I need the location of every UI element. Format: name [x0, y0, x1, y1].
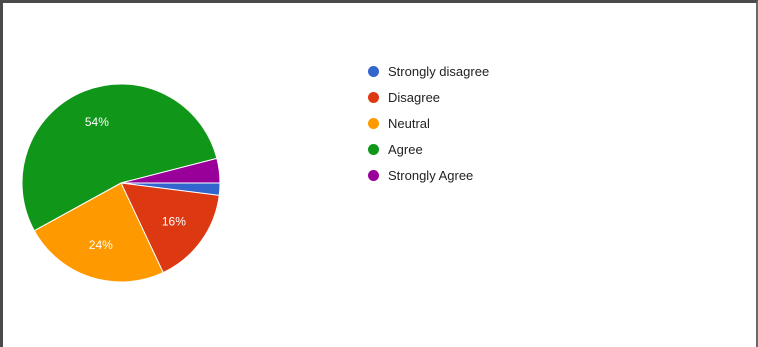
legend-label-strongly-agree: Strongly Agree — [388, 167, 474, 183]
pie-slice-label-agree: 54% — [85, 115, 109, 129]
pie-slice-disagree — [120, 182, 220, 274]
legend-swatch-strongly-disagree — [368, 65, 379, 77]
pie-slice-labels: 16% 24% 54% — [85, 115, 186, 252]
legend-swatch-neutral — [368, 117, 379, 129]
legend-label-agree: Agree — [388, 141, 423, 157]
legend-item-strongly-disagree: Strongly disagree — [368, 58, 489, 84]
pie-slice-strongly-agree — [120, 157, 221, 184]
pie-slice-label-disagree: 16% — [162, 214, 186, 228]
legend-item-disagree: Disagree — [368, 84, 489, 110]
pie-slice-agree — [21, 83, 218, 232]
legend-label-disagree: Disagree — [388, 89, 441, 105]
legend-swatch-disagree — [368, 91, 379, 103]
pie-slice-label-neutral: 24% — [89, 238, 113, 252]
legend-item-neutral: Neutral — [368, 110, 489, 136]
pie-slice-neutral — [33, 182, 164, 283]
pie-slices — [21, 83, 221, 283]
chart-legend: Strongly disagree Disagree Neutral Agree… — [368, 58, 489, 188]
legend-item-strongly-agree: Strongly Agree — [368, 162, 489, 188]
legend-swatch-strongly-agree — [368, 169, 379, 181]
legend-label-strongly-disagree: Strongly disagree — [388, 63, 490, 79]
legend-swatch-agree — [368, 143, 379, 155]
legend-label-neutral: Neutral — [388, 115, 430, 131]
legend-item-agree: Agree — [368, 136, 489, 162]
